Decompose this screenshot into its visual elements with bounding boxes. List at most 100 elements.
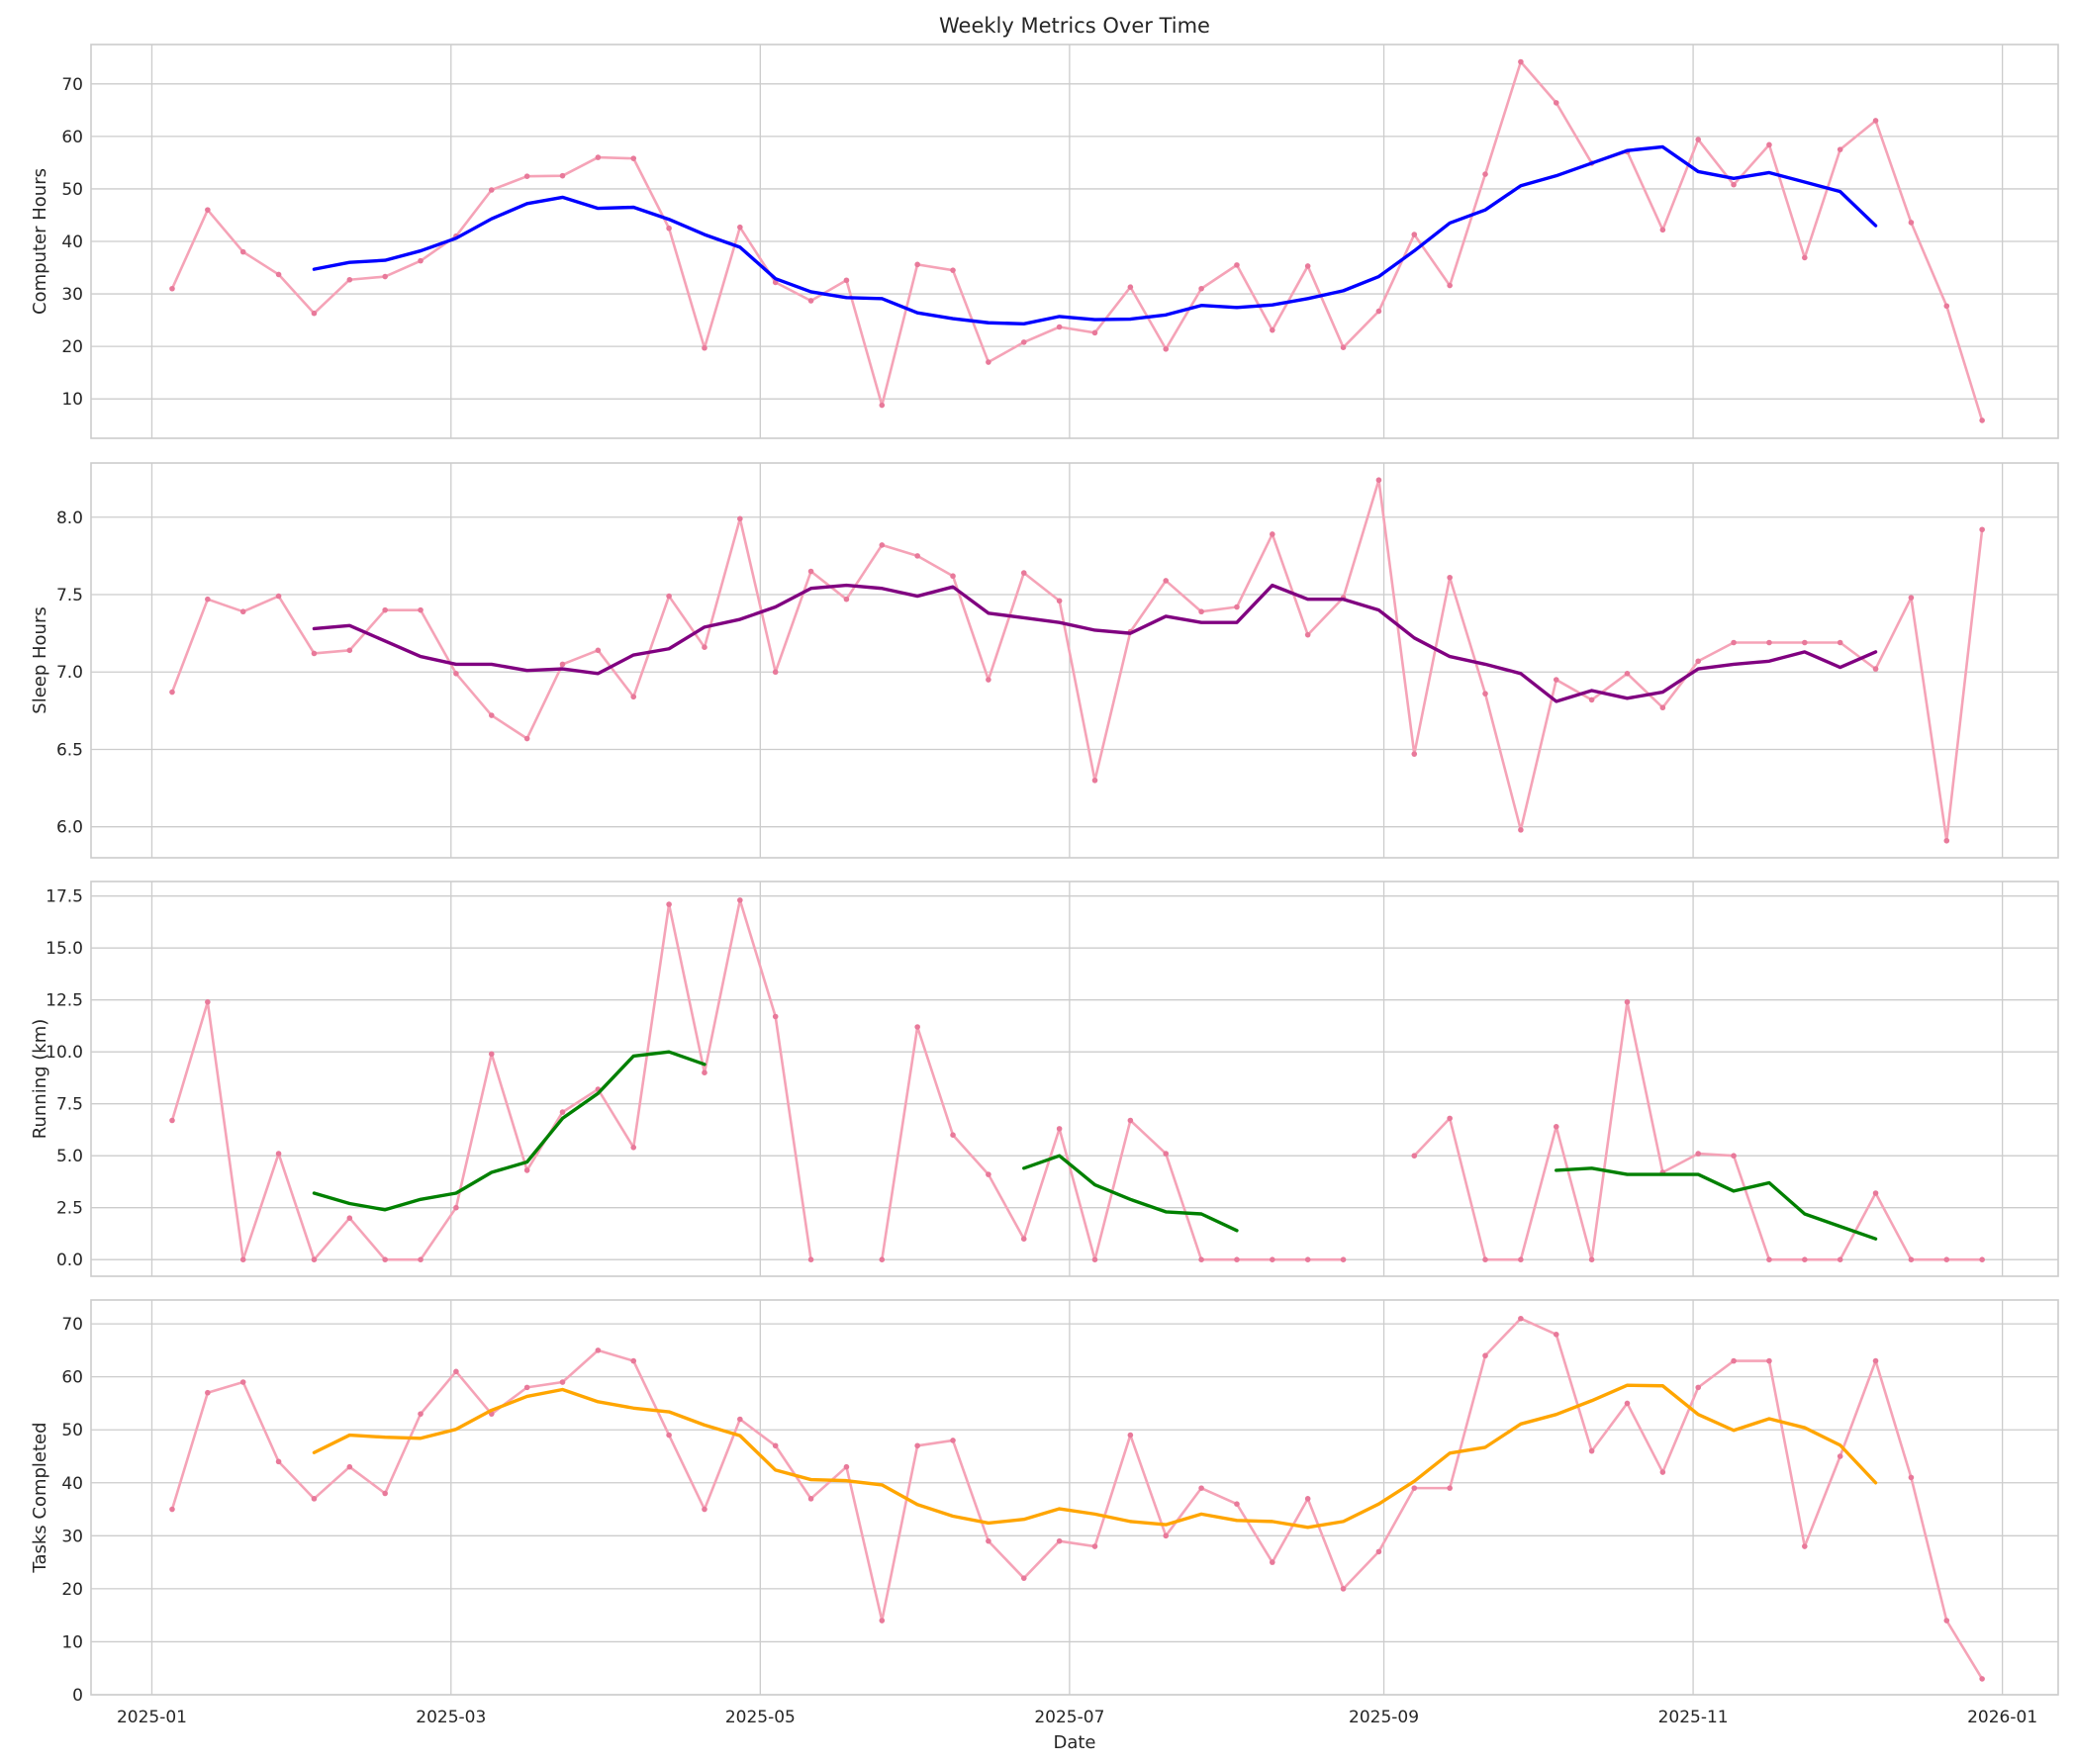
raw-data-point <box>1766 141 1772 148</box>
figure-title: Weekly Metrics Over Time <box>939 14 1210 38</box>
raw-data-point <box>986 1171 991 1177</box>
raw-data-point <box>453 1368 459 1375</box>
raw-data-point <box>702 1069 707 1075</box>
raw-data-point <box>1304 631 1311 638</box>
raw-data-point <box>1127 284 1134 290</box>
raw-data-point <box>1553 1332 1559 1338</box>
raw-data-point <box>1270 1559 1275 1565</box>
raw-data-point <box>275 1151 282 1157</box>
plot-area <box>91 463 2058 858</box>
raw-data-point <box>382 606 388 613</box>
raw-data-point <box>1766 1256 1772 1262</box>
raw-data-point <box>702 644 707 650</box>
raw-data-point <box>914 261 920 268</box>
raw-data-point <box>1659 1469 1666 1475</box>
raw-data-point <box>1163 345 1170 352</box>
raw-data-point <box>1198 1256 1204 1262</box>
raw-data-point <box>702 344 707 351</box>
x-tick-label: 2025-11 <box>1658 1708 1729 1727</box>
raw-data-point <box>914 1442 920 1449</box>
raw-data-point <box>1731 181 1737 188</box>
raw-data-point <box>666 593 672 600</box>
raw-data-point <box>1020 1236 1027 1242</box>
raw-data-point <box>666 901 672 907</box>
raw-data-point <box>1020 1575 1027 1581</box>
raw-data-point <box>1943 1618 1950 1624</box>
raw-data-point <box>1198 608 1204 615</box>
raw-data-point <box>1908 1474 1915 1481</box>
raw-data-point <box>1198 1485 1204 1491</box>
raw-data-point <box>1695 137 1702 142</box>
raw-data-point <box>523 735 530 742</box>
raw-data-point <box>1270 326 1275 333</box>
y-tick-label: 7.5 <box>56 586 83 605</box>
raw-data-point <box>737 224 743 231</box>
raw-data-point <box>239 608 246 615</box>
raw-data-point <box>1091 329 1098 336</box>
raw-data-point <box>630 1357 637 1364</box>
y-tick-label: 2.5 <box>56 1199 83 1219</box>
raw-data-point <box>879 402 886 409</box>
raw-data-point <box>1837 146 1843 152</box>
raw-data-point <box>843 1463 850 1470</box>
raw-data-point <box>595 154 602 160</box>
raw-data-point <box>1802 1543 1808 1549</box>
raw-data-point <box>311 650 318 657</box>
raw-data-point <box>169 1117 175 1124</box>
y-tick-label: 60 <box>61 128 83 147</box>
axes-frame <box>90 462 2059 859</box>
plot-area <box>91 882 2058 1276</box>
raw-data-point <box>986 677 991 683</box>
raw-data-point <box>1837 639 1843 646</box>
raw-data-point <box>311 310 318 317</box>
axes-frame <box>90 44 2059 439</box>
y-tick-label: 60 <box>61 1368 83 1388</box>
raw-series-line <box>170 478 1984 843</box>
x-tick-label: 2025-07 <box>1034 1708 1104 1727</box>
raw-data-point <box>1340 344 1347 350</box>
x-tick-label: 2025-01 <box>117 1708 187 1727</box>
raw-data-point <box>843 277 850 284</box>
raw-data-point <box>1482 1256 1488 1262</box>
raw-data-point <box>205 596 211 603</box>
raw-data-point <box>772 1442 779 1449</box>
raw-data-point <box>311 1256 318 1262</box>
y-tick-label: 70 <box>61 75 83 95</box>
raw-data-point <box>1056 598 1063 604</box>
raw-data-point <box>1482 691 1488 696</box>
raw-data-point <box>807 298 814 304</box>
raw-data-point <box>950 573 956 580</box>
raw-data-point <box>559 1379 566 1385</box>
raw-data-point <box>205 999 211 1005</box>
y-tick-label: 20 <box>61 1580 83 1600</box>
raw-data-point <box>1979 526 1985 533</box>
raw-data-point <box>1056 324 1063 330</box>
x-tick-label: 2025-03 <box>416 1708 486 1727</box>
y-tick-label: 30 <box>61 1527 83 1546</box>
raw-data-point <box>630 694 637 700</box>
y-axis-label: Sleep Hours <box>30 606 50 713</box>
y-tick-label: 70 <box>61 1315 83 1335</box>
raw-data-point <box>169 689 175 696</box>
raw-data-point <box>666 225 672 232</box>
y-tick-label: 15.0 <box>46 939 83 959</box>
raw-data-point <box>1375 1548 1382 1555</box>
raw-data-point <box>559 172 566 179</box>
raw-data-point <box>523 1384 530 1391</box>
raw-data-point <box>1943 837 1950 844</box>
y-tick-label: 30 <box>61 285 83 305</box>
raw-data-point <box>311 1496 318 1502</box>
raw-data-point <box>275 1458 282 1465</box>
raw-data-point <box>1624 1400 1631 1407</box>
rolling-average-line <box>312 1050 1878 1241</box>
raw-data-point <box>1198 285 1204 292</box>
raw-data-point <box>453 671 459 677</box>
raw-data-point <box>1588 696 1595 703</box>
raw-data-point <box>1091 1256 1098 1262</box>
plot-area <box>91 1300 2058 1695</box>
panel-1: 10 20 30 40 50 60 70 Computer Hours <box>30 44 2059 439</box>
raw-data-point <box>595 1347 602 1353</box>
y-tick-label: 7.5 <box>56 1095 83 1115</box>
raw-data-point <box>453 1204 459 1211</box>
